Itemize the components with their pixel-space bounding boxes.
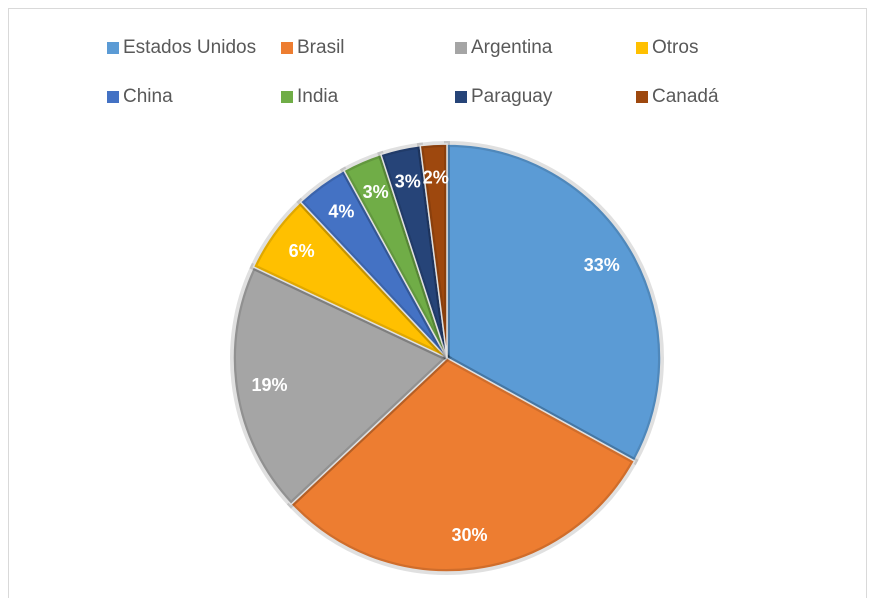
legend-swatch — [455, 91, 467, 103]
data-label: 2% — [423, 167, 449, 187]
data-label: 33% — [584, 255, 620, 275]
slice-edge — [286, 354, 639, 575]
legend-swatch — [107, 91, 119, 103]
legend-label: India — [297, 86, 339, 107]
legend-swatch — [455, 42, 467, 54]
data-label: 3% — [363, 182, 389, 202]
pie-slice — [446, 143, 662, 463]
legend-swatch — [636, 91, 648, 103]
legend-swatch — [281, 42, 293, 54]
legend-label: Argentina — [471, 37, 553, 58]
data-label: 6% — [289, 241, 315, 261]
legend-label: Otros — [652, 37, 698, 58]
legend-swatch — [107, 42, 119, 54]
legend-swatch — [281, 91, 293, 103]
legend-label: Estados Unidos — [123, 37, 256, 58]
data-label: 19% — [251, 375, 287, 395]
legend-label: Canadá — [652, 86, 719, 107]
data-label: 3% — [395, 171, 421, 191]
legend-swatch — [636, 42, 648, 54]
data-label: 4% — [328, 201, 354, 221]
pie-slice — [289, 357, 636, 573]
pie-slice — [232, 265, 449, 506]
slice-edge — [230, 262, 453, 509]
slice-edge — [444, 140, 664, 466]
legend-label: Paraguay — [471, 86, 553, 107]
legend-label: China — [123, 86, 173, 107]
data-label: 30% — [452, 525, 488, 545]
pie-slice — [419, 143, 448, 359]
slice-edge — [416, 140, 450, 359]
legend-label: Brasil — [297, 37, 345, 58]
